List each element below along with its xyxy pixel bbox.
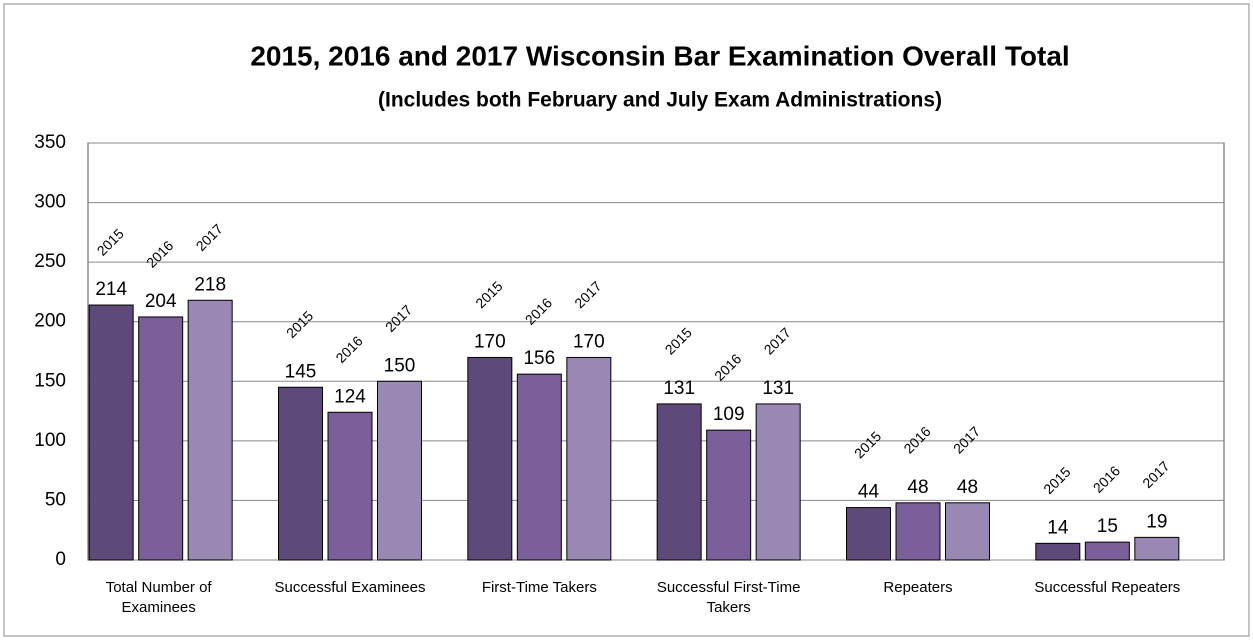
y-tick-label: 0 [55,549,66,570]
bar [945,502,990,561]
x-tick-label: Successful Repeaters [1034,579,1181,596]
data-label: 170 [474,331,506,352]
y-tick-label: 50 [45,489,66,510]
x-tick-label: Successful Examinees [274,579,426,596]
data-label: 131 [762,378,794,399]
data-label: 19 [1146,511,1167,532]
bar [1084,541,1130,561]
bar [895,502,941,561]
data-label: 214 [95,279,127,300]
data-label: 44 [858,482,880,503]
y-tick-label: 300 [34,192,66,213]
x-tick-label: Total Number of Examinees [105,579,212,616]
x-tick-label: Successful First-Time Takers [656,579,801,616]
data-label: 131 [663,378,695,399]
bar [278,386,323,561]
bar [516,373,562,561]
bar [467,356,513,561]
y-tick-label: 150 [34,370,66,391]
bar [1035,542,1081,561]
bar [755,403,801,561]
data-label: 218 [194,274,226,295]
bar [187,299,233,561]
x-tick-label: Repeaters [883,579,953,596]
chart-subtitle: (Includes both February and July Exam Ad… [378,89,942,112]
data-label: 15 [1097,516,1118,537]
data-label: 124 [334,386,366,407]
data-label: 145 [285,361,317,382]
bar [138,316,184,561]
bar [846,507,891,561]
bar [1134,536,1180,561]
bar [327,411,373,561]
bar [656,403,702,561]
data-label: 170 [573,331,605,352]
x-tick-label: First-Time Takers [481,579,597,596]
data-label: 14 [1047,517,1069,538]
bar [88,304,134,561]
y-tick-label: 250 [34,251,66,272]
data-label: 156 [523,348,555,369]
data-label: 109 [713,404,745,425]
data-label: 48 [907,477,928,498]
bar [706,429,752,561]
data-label: 48 [957,477,978,498]
chart-title: 2015, 2016 and 2017 Wisconsin Bar Examin… [250,40,1069,71]
data-label: 150 [384,355,416,376]
y-tick-label: 100 [34,430,66,451]
y-tick-label: 200 [34,311,66,332]
bar [377,380,422,561]
data-label: 204 [145,291,177,312]
bar [566,356,612,561]
y-tick-label: 350 [34,132,66,153]
